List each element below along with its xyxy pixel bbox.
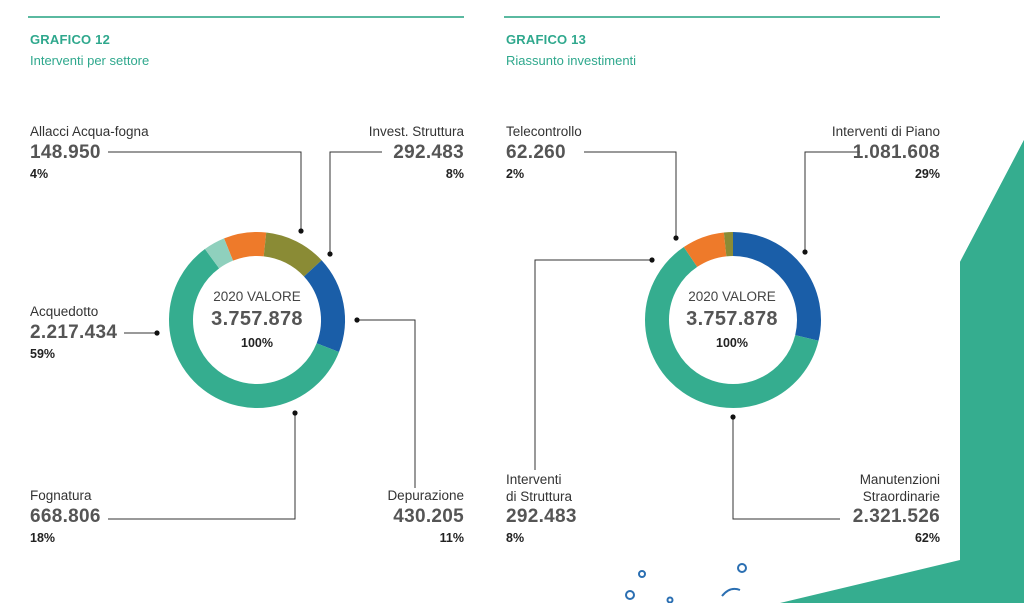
chart-panel-12: GRAFICO 12 Interventi per settore Allacc… — [28, 0, 468, 603]
leader-line — [329, 151, 382, 254]
donut-slice-acquedotto — [169, 249, 339, 408]
slice-value-manutenzioni: 2.321.526 — [852, 506, 940, 527]
slice-percent-allacci: 4% — [30, 167, 49, 181]
slice-value-depurazione: 430.205 — [393, 506, 464, 527]
slice-label-interventi-struttura-line2: di Struttura — [506, 489, 573, 504]
leader-dot — [730, 414, 736, 420]
leader-line — [732, 417, 840, 520]
slice-label-manutenzioni-line2: Straordinarie — [862, 489, 940, 504]
slice-value-invest-struttura: 292.483 — [393, 142, 464, 163]
leader-line — [357, 319, 416, 488]
slice-percent-interventi-piano: 29% — [914, 167, 940, 181]
chart-subtitle: Interventi per settore — [30, 53, 150, 68]
panel-top-rule — [28, 16, 464, 18]
leader-dot — [292, 410, 298, 416]
slice-value-allacci: 148.950 — [30, 142, 101, 163]
leader-dot — [649, 257, 655, 263]
chart-title: GRAFICO 13 — [506, 32, 587, 47]
slice-label-manutenzioni-line1: Manutenzioni — [859, 472, 940, 487]
leader-line — [108, 151, 302, 231]
slice-percent-invest-struttura: 8% — [445, 167, 464, 181]
donut-slice-fognatura — [303, 260, 345, 352]
slice-value-interventi-struttura: 292.483 — [506, 506, 577, 527]
slice-value-telecontrollo: 62.260 — [506, 142, 566, 163]
slice-label-depurazione: Depurazione — [387, 488, 464, 503]
slice-value-interventi-piano: 1.081.608 — [852, 142, 940, 163]
water-splash-decoration — [625, 563, 747, 603]
center-total-percent: 100% — [716, 336, 748, 350]
chart-panel-13: GRAFICO 13 Riassunto investimenti Teleco… — [504, 0, 944, 603]
chart-subtitle: Riassunto investimenti — [506, 53, 637, 68]
slice-label-interventi-struttura-line1: Interventi — [506, 472, 562, 487]
donut-slice-invest-struttura — [224, 232, 267, 261]
donut-slice-manutenzioni-straordinarie — [645, 247, 819, 408]
slice-percent-interventi-struttura: 8% — [506, 531, 525, 545]
slice-label-fognatura: Fognatura — [30, 488, 92, 503]
slice-label-allacci: Allacci Acqua-fogna — [30, 124, 149, 139]
leader-dot — [154, 330, 160, 336]
slice-label-invest-struttura: Invest. Struttura — [368, 124, 464, 139]
slice-percent-fognatura: 18% — [30, 531, 56, 545]
leader-line — [804, 151, 860, 252]
slice-label-interventi-piano: Interventi di Piano — [831, 124, 940, 139]
leader-dot — [802, 249, 808, 255]
slice-label-telecontrollo: Telecontrollo — [506, 124, 582, 139]
center-year-label: 2020 VALORE — [213, 289, 301, 304]
leader-dot — [298, 228, 304, 234]
center-total-percent: 100% — [241, 336, 273, 350]
panel-top-rule — [504, 16, 940, 18]
leader-dot — [354, 317, 360, 323]
slice-label-acquedotto: Acquedotto — [30, 304, 99, 319]
leader-dot — [327, 251, 333, 257]
chart-title: GRAFICO 12 — [30, 32, 111, 47]
slice-value-acquedotto: 2.217.434 — [30, 322, 118, 343]
leader-dot — [673, 235, 679, 241]
donut-slice-depurazione — [263, 232, 322, 277]
slice-value-fognatura: 668.806 — [30, 506, 101, 527]
slice-percent-acquedotto: 59% — [30, 347, 56, 361]
slice-percent-telecontrollo: 2% — [506, 167, 525, 181]
center-year-label: 2020 VALORE — [688, 289, 776, 304]
slice-percent-manutenzioni: 62% — [914, 531, 940, 545]
slice-percent-depurazione: 11% — [439, 531, 464, 545]
leader-line — [108, 413, 296, 520]
center-total-value: 3.757.878 — [686, 308, 778, 330]
donut-slice-interventi-di-struttura — [683, 232, 727, 268]
center-total-value: 3.757.878 — [211, 308, 303, 330]
donut-slice-allacci-acqua-fogna — [204, 238, 234, 269]
leader-line — [534, 259, 652, 470]
donut-slice-interventi-di-piano — [732, 232, 821, 341]
leader-line — [584, 151, 677, 238]
